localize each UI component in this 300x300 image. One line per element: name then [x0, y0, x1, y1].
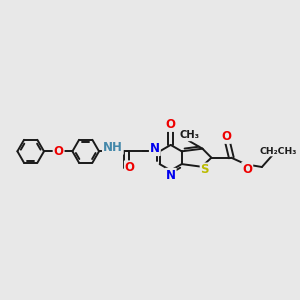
- Text: S: S: [201, 164, 209, 176]
- Text: O: O: [54, 145, 64, 158]
- Text: O: O: [242, 163, 252, 176]
- Text: O: O: [125, 161, 135, 174]
- Text: N: N: [166, 169, 176, 182]
- Text: CH₃: CH₃: [180, 130, 200, 140]
- Text: N: N: [150, 142, 160, 155]
- Text: O: O: [166, 118, 176, 131]
- Text: NH: NH: [103, 141, 123, 154]
- Text: CH₂CH₃: CH₂CH₃: [259, 147, 296, 156]
- Text: O: O: [221, 130, 231, 143]
